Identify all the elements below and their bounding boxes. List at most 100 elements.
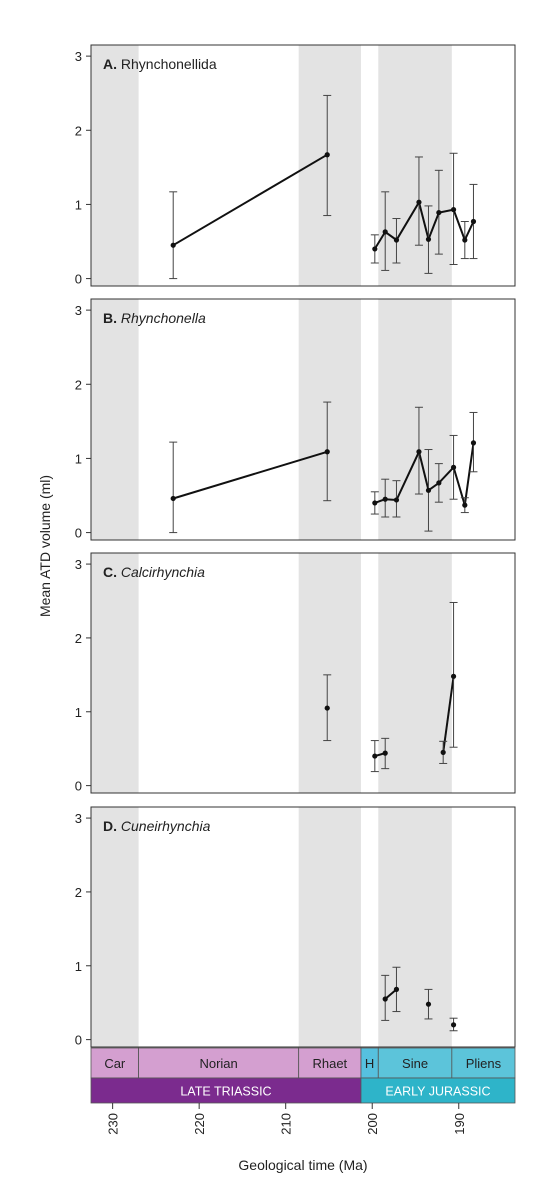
data-point: [382, 229, 388, 235]
y-tick-label: 0: [75, 272, 82, 287]
shaded-band: [298, 553, 361, 793]
panel-taxon: Rhynchonella: [121, 310, 206, 326]
stage-box: [377, 1047, 453, 1079]
stage-box: [90, 1047, 139, 1079]
stage-label: H: [365, 1056, 374, 1071]
y-tick-label: 3: [75, 49, 82, 64]
shaded-band: [91, 299, 139, 540]
stage-label: Norian: [199, 1056, 237, 1071]
panel-title: B. Rhynchonella: [103, 310, 206, 326]
y-tick-label: 1: [75, 705, 82, 720]
data-point: [393, 986, 400, 993]
y-tick-label: 2: [75, 631, 82, 646]
y-tick-label: 2: [75, 377, 82, 392]
data-point: [382, 750, 388, 756]
y-tick-label: 3: [75, 811, 82, 826]
y-tick-label: 3: [75, 303, 82, 318]
series-line: [172, 450, 328, 500]
data-point: [450, 207, 457, 213]
series-line: [442, 676, 455, 753]
y-tick-label: 0: [75, 1033, 82, 1048]
data-point: [416, 449, 422, 455]
panel-frame: [90, 552, 516, 794]
series-line: [172, 153, 328, 247]
data-point: [324, 705, 330, 711]
y-axis-label: Mean ATD volume (ml): [37, 475, 53, 617]
panel-taxon: Calcirhynchia: [121, 564, 205, 580]
data-point: [324, 449, 330, 455]
stage-box: [298, 1047, 362, 1079]
x-axis-label: Geological time (Ma): [238, 1157, 367, 1173]
panel-frame: [90, 44, 516, 287]
x-tick-label: 220: [192, 1113, 207, 1135]
y-tick-label: 1: [75, 959, 82, 974]
stage-label: Sine: [402, 1056, 428, 1071]
y-tick-label: 2: [75, 885, 82, 900]
panel-letter: B.: [103, 310, 121, 326]
data-point: [425, 1001, 432, 1007]
data-point: [462, 237, 468, 243]
shaded-band: [91, 45, 139, 286]
y-tick-label: 1: [75, 197, 82, 212]
shaded-band: [91, 807, 139, 1047]
panel-frame: [90, 298, 516, 541]
panel-taxon: Cuneirhynchia: [121, 818, 211, 834]
data-point: [436, 209, 442, 216]
panel-title: D. Cuneirhynchia: [103, 818, 211, 834]
data-point: [393, 497, 400, 503]
shaded-band: [378, 299, 452, 540]
shaded-band: [298, 807, 361, 1047]
data-point: [393, 237, 400, 243]
panel-letter: C.: [103, 564, 121, 580]
data-point: [470, 440, 477, 446]
epoch-box: [360, 1077, 516, 1104]
x-tick-label: 230: [106, 1113, 121, 1135]
stage-label: Rhaet: [312, 1056, 347, 1071]
data-point: [450, 673, 457, 679]
data-point: [450, 464, 457, 470]
shaded-band: [378, 45, 452, 286]
x-tick-label: 190: [452, 1113, 467, 1135]
data-point: [382, 496, 388, 502]
panel-a: 0 1 2 3 A. Rhynchonellida: [75, 44, 516, 287]
y-tick-label: 1: [75, 451, 82, 466]
data-point: [470, 218, 477, 225]
data-point: [462, 502, 468, 508]
shaded-band: [378, 807, 452, 1047]
stage-label: Pliens: [466, 1056, 502, 1071]
data-point: [425, 487, 432, 493]
x-tick-label: 210: [279, 1113, 294, 1135]
x-axis: 230 220 210 200 190: [106, 1103, 467, 1135]
data-point: [440, 749, 446, 755]
data-point: [436, 480, 442, 486]
panel-title: A. Rhynchonellida: [103, 56, 217, 72]
y-tick-label: 0: [75, 526, 82, 541]
panel-d: 0 1 2 3 D. Cuneirhynchia: [75, 806, 516, 1048]
shaded-band: [298, 299, 361, 540]
data-point: [372, 753, 378, 759]
data-point: [450, 1022, 457, 1028]
x-tick-label: 200: [365, 1113, 380, 1135]
shaded-band: [91, 553, 139, 793]
stage-label: Car: [104, 1056, 126, 1071]
data-point: [324, 152, 330, 158]
data-point: [372, 500, 378, 506]
epoch-label: EARLY JURASSIC: [385, 1085, 490, 1099]
shaded-band: [378, 553, 452, 793]
panel-frame: [90, 806, 516, 1048]
y-tick-label: 3: [75, 557, 82, 572]
epoch-label: LATE TRIASSIC: [180, 1085, 271, 1099]
timescale: Car Norian Rhaet H Sine Pliens LATE TRIASSIC EA…: [90, 1047, 516, 1104]
data-point: [372, 246, 378, 252]
panel-b: 0 1 2 3 B. Rhynchonella: [75, 298, 516, 541]
y-tick-label: 0: [75, 779, 82, 794]
panel-letter: A.: [103, 56, 121, 72]
data-point: [170, 495, 176, 502]
data-point: [382, 996, 388, 1002]
stage-box: [138, 1047, 300, 1079]
panel-c: 0 1 2 3 C. Calcirhynchia: [75, 552, 516, 794]
data-point: [425, 236, 432, 242]
stage-box: [451, 1047, 516, 1079]
y-tick-label: 2: [75, 123, 82, 138]
